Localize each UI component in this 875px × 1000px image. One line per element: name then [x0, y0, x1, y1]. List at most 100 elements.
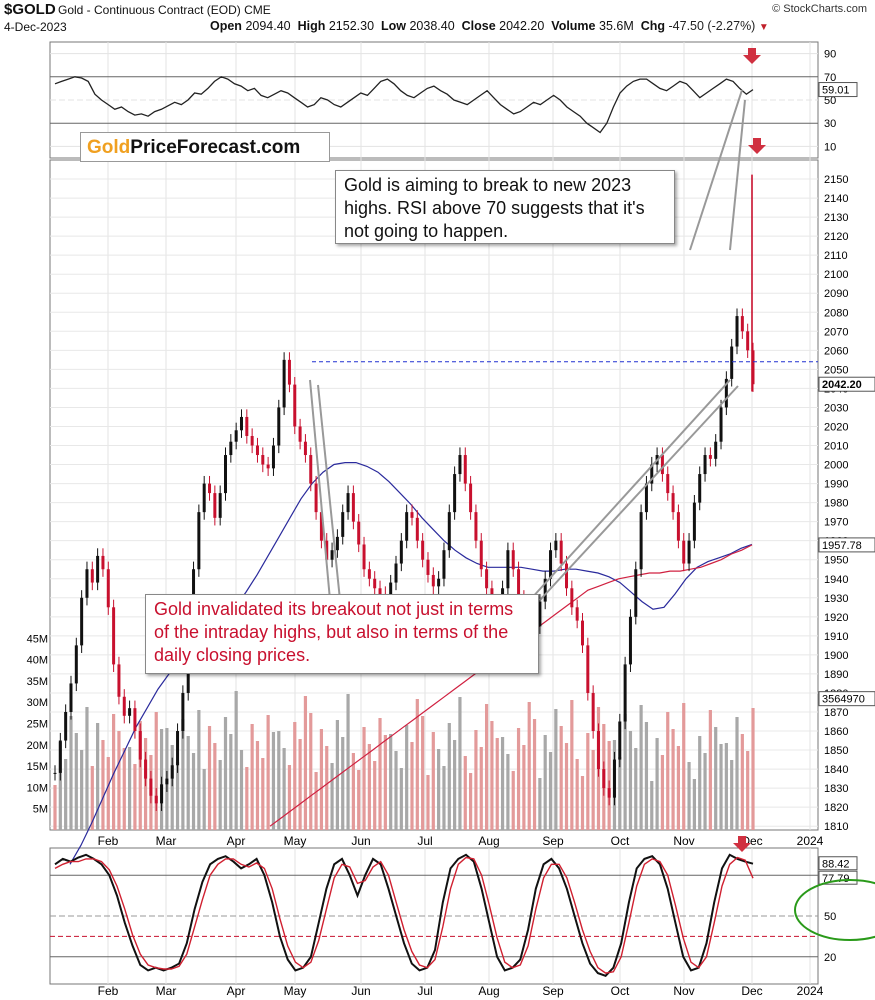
price-value-box	[818, 376, 875, 392]
candle-body	[596, 731, 600, 770]
volume-bar	[319, 729, 324, 830]
x-tick-label: Feb	[98, 834, 119, 848]
high-value: 2152.30	[328, 19, 375, 33]
volume-bar	[138, 721, 142, 830]
volume-bar	[500, 737, 505, 830]
rsi-tick-label: 10	[824, 141, 836, 153]
candle-body	[660, 455, 664, 475]
volume-bar	[181, 719, 185, 830]
candle-body	[293, 384, 297, 427]
rsi-value-box	[818, 82, 858, 98]
rsi-value-label: 59.01	[822, 85, 850, 97]
volume-bar	[666, 712, 670, 830]
price-value-label: 3564970	[822, 694, 865, 706]
volume-bar	[484, 704, 489, 830]
price-tick-label: 1810	[824, 821, 848, 833]
candle-body	[591, 692, 595, 732]
volume-bar	[415, 699, 419, 830]
candle-body	[485, 569, 489, 589]
volume-bar	[127, 747, 132, 830]
volume-bar	[634, 748, 638, 830]
volume-bar	[250, 724, 254, 830]
volume-bar	[293, 722, 297, 830]
candle-body	[559, 540, 563, 564]
candle-body	[330, 550, 334, 560]
candle-body	[676, 512, 680, 541]
volume-bar	[266, 715, 270, 830]
x-tick-label: Jul	[417, 834, 432, 848]
volume-bar	[708, 710, 712, 830]
candle-body	[85, 569, 89, 598]
volume-bar	[64, 759, 68, 830]
candle-body	[282, 359, 286, 408]
volume-tick-label: 25M	[27, 719, 48, 731]
candle-body	[373, 578, 377, 589]
candle-body	[181, 692, 185, 732]
candle-body	[708, 455, 712, 459]
candle-body	[90, 569, 94, 583]
logo-domain: PriceForecast.com	[130, 137, 301, 158]
callout-pointer	[689, 89, 746, 251]
x-tick-label: Mar	[156, 834, 177, 848]
volume-bar	[554, 709, 558, 830]
candle-body	[634, 569, 638, 617]
x-tick-label: 2024	[797, 834, 824, 848]
candle-body	[309, 455, 313, 484]
candle-body	[415, 517, 419, 541]
low-label: Low	[380, 19, 406, 33]
price-tick-label: 2140	[824, 193, 848, 205]
candle-body	[112, 607, 116, 665]
volume-bar	[351, 753, 355, 830]
volume-value: 35.6M	[599, 19, 634, 33]
candle-body	[405, 512, 409, 541]
volume-bar	[724, 743, 728, 830]
candle-body	[250, 435, 254, 446]
x-tick-label: Aug	[478, 984, 499, 998]
price-tick-label: 2130	[824, 212, 848, 224]
candle-body	[714, 441, 718, 459]
volume-bar	[389, 734, 393, 830]
open-value: 2094.40	[245, 19, 291, 33]
price-tick-label: 1910	[824, 631, 848, 643]
open-label: Open	[210, 19, 242, 33]
x-tick-label: Feb	[98, 984, 119, 998]
candle-body	[357, 521, 361, 545]
price-value-box	[818, 691, 875, 707]
candle-body	[506, 550, 510, 589]
volume-bar	[410, 742, 414, 830]
change-label: Chg	[640, 19, 666, 33]
volume-bar	[431, 732, 435, 830]
price-tick-label: 1920	[824, 612, 848, 624]
down-triangle-icon: ▼	[758, 22, 769, 33]
volume-bar	[564, 743, 569, 830]
candle-body	[692, 502, 696, 541]
candle-body	[80, 597, 84, 646]
high-label: High	[297, 19, 326, 33]
volume-tick-label: 45M	[27, 633, 48, 645]
volume-bar	[96, 723, 100, 830]
down-arrow-icon	[748, 138, 766, 154]
candle-body	[325, 540, 329, 560]
highlight-ellipse	[794, 879, 875, 941]
change-value: -47.50 (-2.27%)	[668, 19, 756, 33]
candle-body	[575, 607, 579, 621]
volume-bar	[271, 732, 276, 830]
volume-bar	[234, 691, 238, 830]
volume-bar	[682, 703, 686, 830]
volume-bar	[261, 758, 265, 830]
candle-body	[517, 569, 521, 598]
candle-body	[602, 769, 606, 789]
candle-body	[628, 616, 632, 665]
candle-body	[277, 407, 281, 446]
breakout-annotation: Gold invalidated its breakout not just i…	[145, 594, 539, 674]
volume-bar	[117, 731, 121, 830]
volume-bar	[298, 739, 302, 830]
candle-body	[453, 474, 457, 513]
candle-body	[351, 493, 355, 522]
candle-body	[671, 493, 675, 513]
brand-watermark: © StockCharts.com	[772, 3, 867, 15]
volume-bar	[644, 722, 649, 830]
volume-bar	[383, 735, 387, 830]
volume-bar	[255, 741, 260, 830]
